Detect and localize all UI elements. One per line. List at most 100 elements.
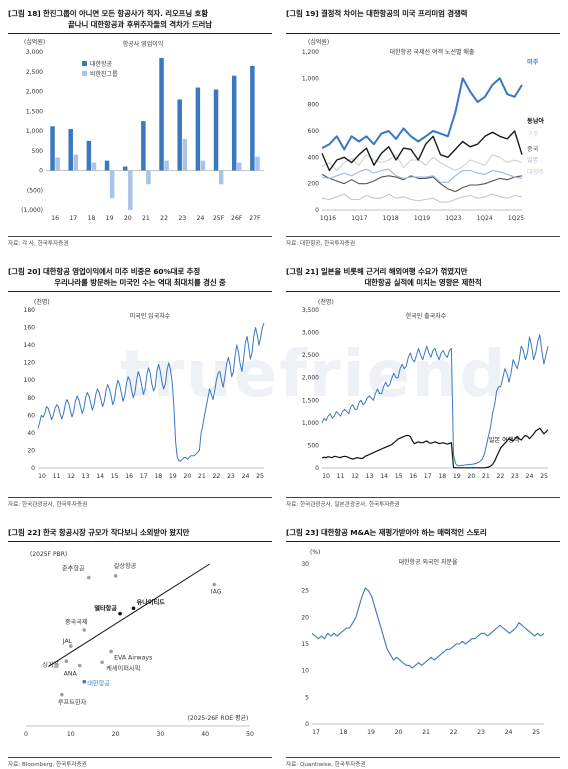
series-line — [321, 173, 523, 193]
x-tick-label: 10 — [322, 473, 330, 480]
x-tick-label: 1Q25 — [508, 215, 524, 222]
chart-fig18: (십억원) 항공사 영업이익 3,000 2,500 2,000 1,500 1,000 50… — [21, 38, 264, 222]
point-label: 대한항공 — [87, 680, 110, 688]
y-tick-label: 0 — [305, 721, 309, 728]
legend-label: 대한항공 — [90, 60, 113, 68]
scatter-point — [100, 660, 104, 665]
bottom-rule — [8, 236, 272, 237]
point-label: 루프트한자 — [58, 699, 87, 707]
series-line — [321, 427, 549, 469]
scatter-point — [109, 649, 113, 654]
x-tick-label: 0 — [24, 731, 28, 738]
title-line1: [그림 22] 한국 항공시장 규모가 작다보니 소외받아 왔지만 — [8, 528, 190, 537]
x-tick-label: 23 — [178, 215, 186, 222]
title-rule — [286, 291, 560, 292]
title-rule — [8, 33, 272, 34]
x-tick-label: 18 — [438, 473, 446, 480]
y-unit-label: (%) — [310, 549, 320, 556]
y-tick-label: 800 — [308, 102, 320, 109]
bar — [73, 154, 79, 171]
bar — [159, 57, 164, 171]
x-tick-label: 13 — [82, 473, 90, 480]
bottom-rule — [286, 236, 560, 237]
bar — [231, 75, 237, 171]
x-tick-label: 21 — [142, 215, 150, 222]
bar — [177, 99, 182, 171]
x-tick-label: 17 — [140, 473, 148, 480]
series-line — [321, 168, 523, 183]
bottom-rule — [8, 497, 272, 498]
y-tick-label: 1,500 — [302, 397, 319, 404]
panel-title: [그림 23] 대한항공 M&A는 재평가받아야 하는 매력적인 스토리 — [286, 527, 560, 538]
x-tick-label: 11 — [53, 473, 61, 480]
chart-fig20: (천명) 미국인 입국자수 180 160 140 120 100 80 60 40 20 010 11… — [24, 298, 265, 480]
x-tick-label: 21 — [198, 473, 206, 480]
y-tick-label: 0 — [315, 465, 319, 472]
y-tick-label: 40 — [27, 430, 35, 437]
inner-title: 항공사 영업이익 — [123, 40, 164, 48]
y-tick-label: 20 — [301, 614, 309, 621]
y-tick-label: 140 — [24, 342, 36, 349]
y-tick-label: 1,000 — [26, 128, 43, 135]
y-unit-label: (십억원) — [24, 38, 45, 46]
bar — [218, 170, 224, 185]
source-note: 자료: 대한항공, 한국투자증권 — [286, 241, 355, 247]
source-note: 자료: 한국관광공사, 일본관광공사, 한국투자증권 — [286, 502, 400, 508]
x-tick-label: 1Q16 — [320, 215, 336, 222]
x-tick-label: 1Q23 — [445, 215, 461, 222]
panel-fig21: [그림 21] 일본을 비롯해 근거리 해외여행 수요가 꺾였지만 대한항공 실적… — [286, 266, 560, 508]
scatter-point — [82, 628, 87, 632]
x-tick-label: 1Q24 — [477, 215, 493, 222]
x-tick-label: 13 — [366, 473, 374, 480]
title-rule — [8, 291, 272, 292]
point-label: 유나이티드 — [137, 598, 166, 606]
series-label: 일본 — [527, 156, 539, 164]
title-line2: 대한항공 실적에 미치는 영향은 제한적 — [364, 278, 482, 287]
inner-title: 대한항공 국제선 여객 노선별 매출 — [390, 48, 475, 56]
x-tick-label: 12 — [67, 473, 75, 480]
x-tick-label: 50 — [246, 731, 254, 738]
source-note: 자료: 한국관광공사, 한국투자증권 — [8, 502, 88, 508]
point-label: 길상항공 — [114, 562, 137, 570]
x-tick-label: 23 — [511, 473, 519, 480]
x-tick-label: 16 — [409, 473, 417, 480]
scatter-point — [86, 575, 91, 580]
scatter-point — [113, 574, 118, 578]
bar — [68, 129, 73, 171]
bar — [146, 170, 151, 185]
series-line — [321, 154, 523, 172]
point-label: JAL — [62, 638, 73, 645]
y-tick-label: 1,000 — [302, 75, 319, 82]
point-label: 싱가폴 — [42, 661, 59, 669]
bar — [182, 138, 188, 171]
y-tick-label: 0 — [315, 207, 319, 214]
y-tick-label: 400 — [308, 154, 320, 161]
series-line — [311, 587, 545, 669]
y-tick-label: 15 — [301, 641, 309, 648]
y-tick-label: 1,500 — [26, 108, 43, 115]
scatter-point — [64, 659, 69, 663]
x-tick-label: 21 — [482, 473, 490, 480]
inner-title: 미국인 입국자수 — [130, 312, 171, 320]
y-tick-label: 180 — [24, 307, 36, 314]
y-tick-label: 2,500 — [26, 69, 43, 76]
panel-title: [그림 21] 일본을 비롯해 근거리 해외여행 수요가 꺾였지만 대한항공 실적… — [286, 266, 560, 288]
x-tick-label: 20 — [183, 473, 191, 480]
y-tick-label: (500) — [27, 187, 43, 194]
panel-fig20: [그림 20] 대한항공 영업이익에서 미주 비중은 60%대로 추정 우리나라를… — [8, 266, 272, 508]
series-line — [321, 334, 549, 467]
panel-fig19: [그림 19] 결정적 차이는 대한항공의 미국 프리미엄 경쟁력 (십억원) 대… — [286, 8, 560, 247]
legend-swatch — [82, 71, 87, 76]
panel-title: [그림 19] 결정적 차이는 대한항공의 미국 프리미엄 경쟁력 — [286, 8, 560, 19]
source-note: 자료: Quantiwise, 한국투자증권 — [286, 762, 366, 768]
scatter-point — [69, 644, 73, 648]
bar — [213, 89, 219, 171]
x-tick-label: 40 — [201, 731, 209, 738]
x-tick-label: 19 — [106, 215, 114, 222]
x-tick-label: 25 — [256, 473, 264, 480]
legend-label: 비한진그룹 — [90, 70, 118, 78]
bar — [86, 140, 92, 171]
y-tick-label: 2,000 — [302, 375, 319, 382]
y-unit-label: (2025F PBR) — [30, 551, 67, 558]
title-line1: [그림 19] 결정적 차이는 대한항공의 미국 프리미엄 경쟁력 — [286, 9, 468, 18]
